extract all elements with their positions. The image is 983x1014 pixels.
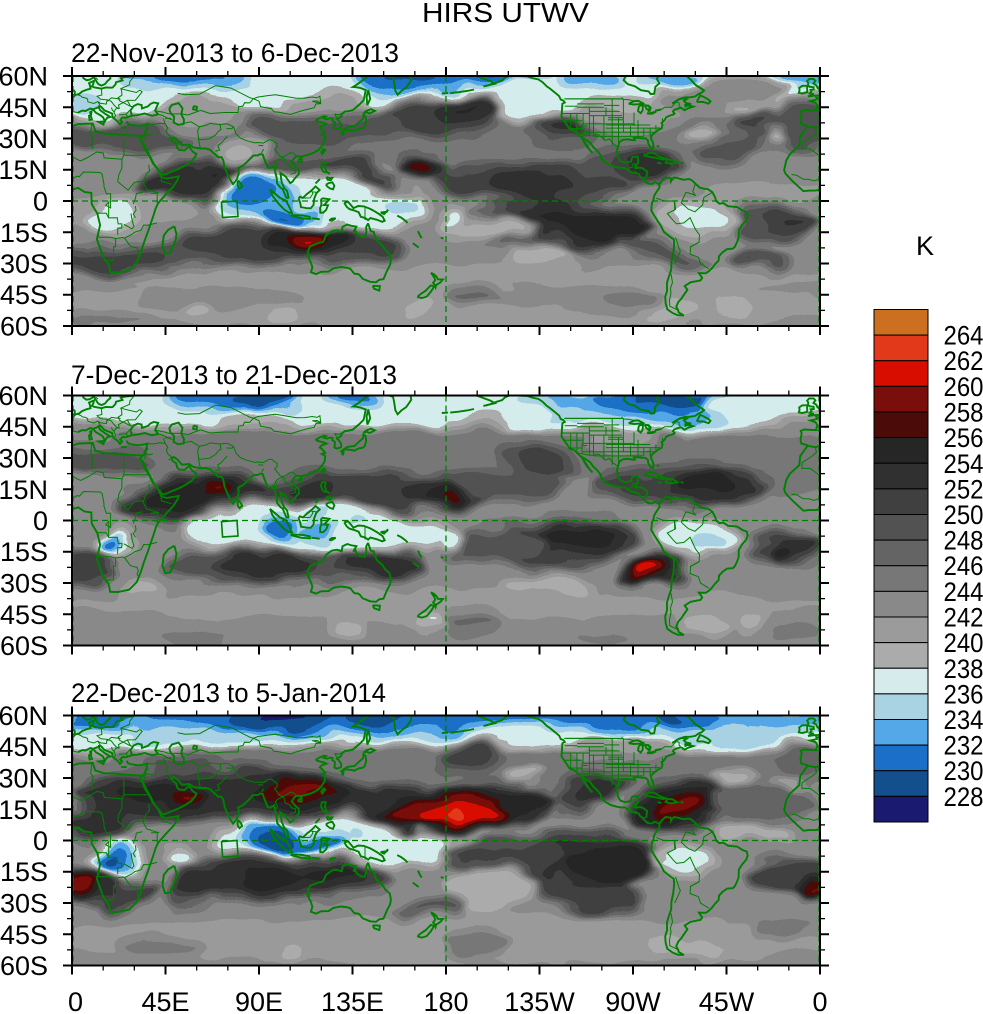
svg-text:45S: 45S <box>0 600 48 630</box>
svg-text:228: 228 <box>944 782 983 812</box>
svg-text:242: 242 <box>944 603 983 633</box>
svg-text:60S: 60S <box>0 951 48 981</box>
svg-text:45W: 45W <box>699 987 755 1014</box>
svg-text:135E: 135E <box>321 987 384 1014</box>
svg-text:90W: 90W <box>605 987 661 1014</box>
svg-text:262: 262 <box>944 346 983 376</box>
svg-text:15S: 15S <box>0 218 48 248</box>
svg-text:252: 252 <box>944 474 983 504</box>
svg-text:45S: 45S <box>0 280 48 310</box>
svg-text:135W: 135W <box>504 987 575 1014</box>
svg-text:15N: 15N <box>0 475 48 505</box>
svg-text:232: 232 <box>944 731 983 761</box>
svg-text:60S: 60S <box>0 312 48 342</box>
svg-text:0: 0 <box>33 506 48 536</box>
svg-text:258: 258 <box>944 398 983 428</box>
svg-text:256: 256 <box>944 423 983 453</box>
svg-text:30S: 30S <box>0 249 48 279</box>
svg-text:180: 180 <box>423 987 468 1014</box>
svg-text:30N: 30N <box>0 124 48 154</box>
svg-text:238: 238 <box>944 654 983 684</box>
svg-text:60N: 60N <box>0 62 48 92</box>
svg-text:248: 248 <box>944 526 983 556</box>
svg-text:244: 244 <box>944 577 983 607</box>
svg-text:0: 0 <box>33 187 48 217</box>
svg-text:K: K <box>916 231 934 261</box>
svg-text:22-Dec-2013 to 5-Jan-2014: 22-Dec-2013 to 5-Jan-2014 <box>71 678 386 708</box>
svg-text:240: 240 <box>944 628 983 658</box>
svg-text:0: 0 <box>33 826 48 856</box>
svg-text:236: 236 <box>944 679 983 709</box>
svg-text:60S: 60S <box>0 631 48 661</box>
svg-text:7-Dec-2013 to 21-Dec-2013: 7-Dec-2013 to 21-Dec-2013 <box>71 360 397 390</box>
svg-text:0: 0 <box>68 987 83 1014</box>
svg-text:45N: 45N <box>0 732 48 762</box>
svg-text:15S: 15S <box>0 537 48 567</box>
svg-text:45N: 45N <box>0 412 48 442</box>
svg-text:260: 260 <box>944 372 983 402</box>
svg-text:22-Nov-2013 to 6-Dec-2013: 22-Nov-2013 to 6-Dec-2013 <box>71 38 399 68</box>
svg-text:30S: 30S <box>0 889 48 919</box>
svg-text:15N: 15N <box>0 155 48 185</box>
svg-text:30N: 30N <box>0 444 48 474</box>
svg-text:264: 264 <box>944 321 983 351</box>
svg-text:45N: 45N <box>0 93 48 123</box>
svg-text:HIRS UTWV: HIRS UTWV <box>422 0 589 28</box>
svg-text:45S: 45S <box>0 920 48 950</box>
svg-text:234: 234 <box>944 705 983 735</box>
svg-text:250: 250 <box>944 500 983 530</box>
svg-text:15S: 15S <box>0 857 48 887</box>
svg-text:90E: 90E <box>235 987 283 1014</box>
svg-text:45E: 45E <box>141 987 189 1014</box>
svg-text:60N: 60N <box>0 381 48 411</box>
svg-text:15N: 15N <box>0 795 48 825</box>
svg-text:230: 230 <box>944 756 983 786</box>
svg-text:254: 254 <box>944 449 983 479</box>
svg-text:60N: 60N <box>0 701 48 731</box>
svg-text:246: 246 <box>944 551 983 581</box>
svg-text:30N: 30N <box>0 764 48 794</box>
svg-text:0: 0 <box>812 987 827 1014</box>
svg-text:30S: 30S <box>0 569 48 599</box>
